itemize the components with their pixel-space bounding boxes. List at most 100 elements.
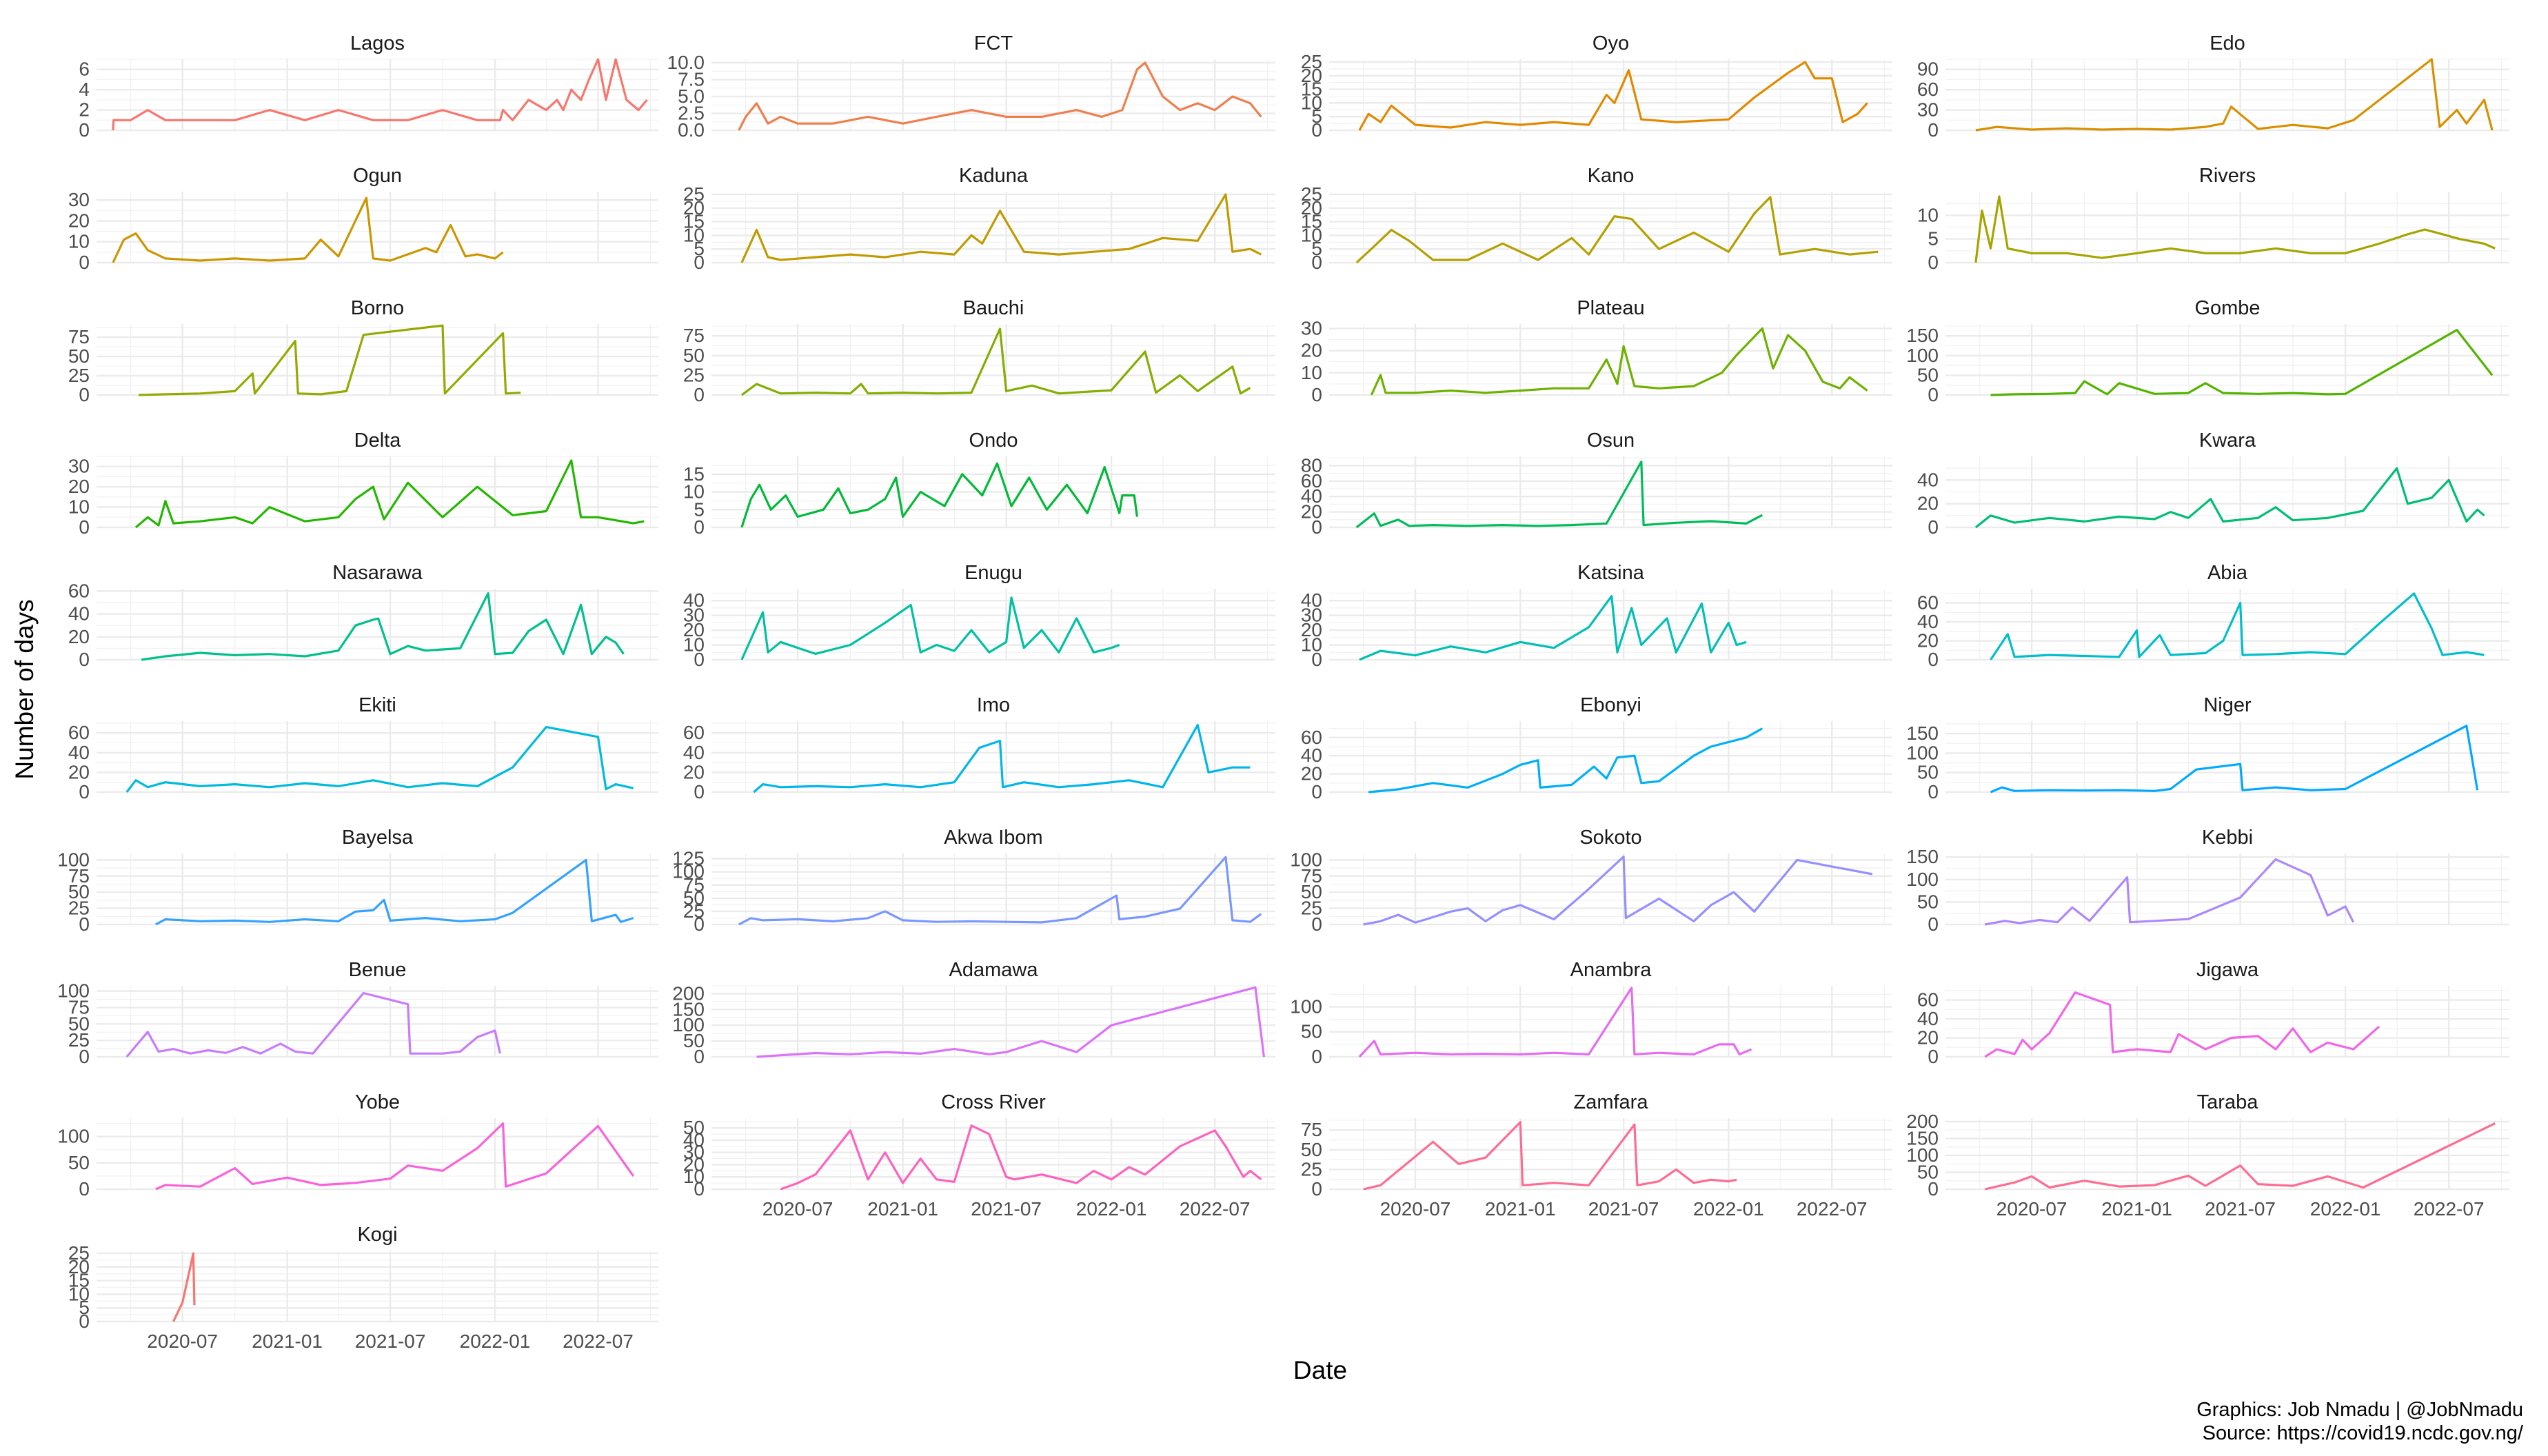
y-tick-label: 0 — [79, 384, 90, 405]
y-tick-label: 0 — [694, 384, 705, 405]
y-tick-label: 0 — [694, 1178, 705, 1200]
panel-title: Edo — [2210, 32, 2245, 54]
y-tick-label: 0 — [79, 1311, 90, 1332]
y-tick-label: 0 — [79, 1046, 90, 1067]
y-tick-label: 50 — [1917, 1161, 1939, 1182]
y-tick-label: 50 — [1301, 1021, 1322, 1042]
y-tick-label: 10 — [68, 1283, 90, 1304]
y-tick-label: 30 — [68, 456, 90, 477]
y-tick-label: 25 — [1301, 51, 1322, 72]
y-tick-label: 0 — [1928, 252, 1939, 273]
y-tick-label: 0 — [694, 516, 705, 538]
y-tick-label: 90 — [1917, 59, 1939, 80]
x-tick-label: 2020-07 — [1380, 1198, 1451, 1220]
y-tick-label: 150 — [1906, 722, 1939, 744]
y-tick-label: 60 — [1917, 989, 1939, 1011]
y-tick-label: 20 — [1301, 65, 1322, 86]
y-tick-label: 0 — [79, 913, 90, 935]
y-tick-label: 50 — [1301, 881, 1322, 902]
y-tick-label: 15 — [1301, 211, 1322, 232]
x-tick-label: 2021-01 — [867, 1198, 938, 1220]
series-line — [172, 1252, 196, 1322]
series-line — [780, 1124, 1262, 1191]
y-tick-label: 25 — [68, 1029, 90, 1051]
y-tick-label: 10 — [683, 224, 705, 245]
series-line — [1990, 592, 2485, 660]
panel-title: Akwa Ibom — [944, 827, 1042, 849]
x-tick-label: 2022-07 — [563, 1331, 634, 1352]
y-tick-label: 40 — [1917, 1008, 1939, 1029]
y-tick-label: 100 — [1290, 995, 1322, 1017]
y-tick-label: 0 — [1928, 649, 1939, 670]
y-tick-label: 4 — [79, 79, 90, 100]
y-tick-label: 10 — [1301, 634, 1322, 656]
series-line — [740, 327, 1251, 396]
x-tick-label: 2022-07 — [1180, 1198, 1251, 1220]
series-line — [1363, 856, 1873, 926]
y-tick-label: 5 — [1311, 238, 1322, 259]
y-tick-label: 75 — [1301, 865, 1322, 887]
y-tick-label: 20 — [683, 761, 705, 782]
y-tick-label: 40 — [683, 589, 705, 611]
y-tick-label: 25 — [1301, 1158, 1322, 1180]
y-tick-label: 50 — [683, 887, 705, 909]
panel-title: Anambra — [1570, 959, 1652, 981]
series-line — [1363, 1121, 1737, 1191]
y-tick-label: 2.5 — [678, 102, 705, 123]
y-tick-label: 5 — [694, 498, 705, 520]
panel-title: Kogi — [357, 1224, 397, 1246]
y-tick-label: 0 — [1928, 913, 1939, 935]
y-tick-label: 10 — [683, 481, 705, 503]
y-tick-label: 75 — [68, 865, 90, 887]
y-tick-label: 60 — [1301, 727, 1322, 748]
series-line — [139, 324, 521, 396]
y-tick-label: 5 — [1311, 105, 1322, 127]
y-tick-label: 0 — [1311, 649, 1322, 670]
series-line — [1990, 329, 2494, 396]
y-tick-label: 50 — [68, 1152, 90, 1173]
y-tick-label: 0 — [1928, 1178, 1939, 1200]
x-tick-label: 2021-07 — [1588, 1198, 1659, 1220]
series-line — [125, 725, 634, 793]
y-tick-label: 0 — [79, 1178, 90, 1200]
y-tick-label: 50 — [683, 1030, 705, 1051]
y-tick-label: 15 — [68, 1270, 90, 1291]
panel-title: Lagos — [350, 32, 405, 54]
y-tick-label: 0 — [1311, 1046, 1322, 1067]
y-tick-label: 25 — [683, 900, 705, 922]
y-tick-label: 0 — [79, 516, 90, 538]
series-line — [1355, 461, 1763, 529]
y-tick-label: 0 — [1311, 119, 1322, 141]
y-tick-label: 75 — [683, 325, 705, 346]
y-tick-label: 10 — [1301, 362, 1322, 383]
series-line — [134, 459, 645, 529]
y-tick-label: 30 — [68, 189, 90, 210]
panel-title: Jigawa — [2196, 959, 2259, 981]
y-tick-label: 40 — [683, 1129, 705, 1151]
y-tick-label: 150 — [1906, 1127, 1939, 1149]
x-axis-title: Date — [1293, 1356, 1347, 1384]
y-tick-label: 30 — [1301, 605, 1322, 626]
y-tick-label: 60 — [683, 722, 705, 743]
y-tick-label: 50 — [1917, 891, 1939, 912]
series-line — [1358, 987, 1752, 1058]
y-tick-label: 75 — [683, 874, 705, 896]
y-tick-label: 0 — [79, 649, 90, 670]
panel-title: Yobe — [355, 1091, 400, 1113]
y-tick-label: 25 — [1301, 183, 1322, 205]
panel-title: Oyo — [1593, 32, 1629, 54]
y-tick-label: 20 — [68, 1256, 90, 1277]
panel-title: Osun — [1587, 429, 1635, 452]
y-tick-label: 30 — [683, 605, 705, 626]
y-tick-label: 100 — [1906, 742, 1939, 763]
panel-title: Rivers — [2199, 165, 2256, 187]
